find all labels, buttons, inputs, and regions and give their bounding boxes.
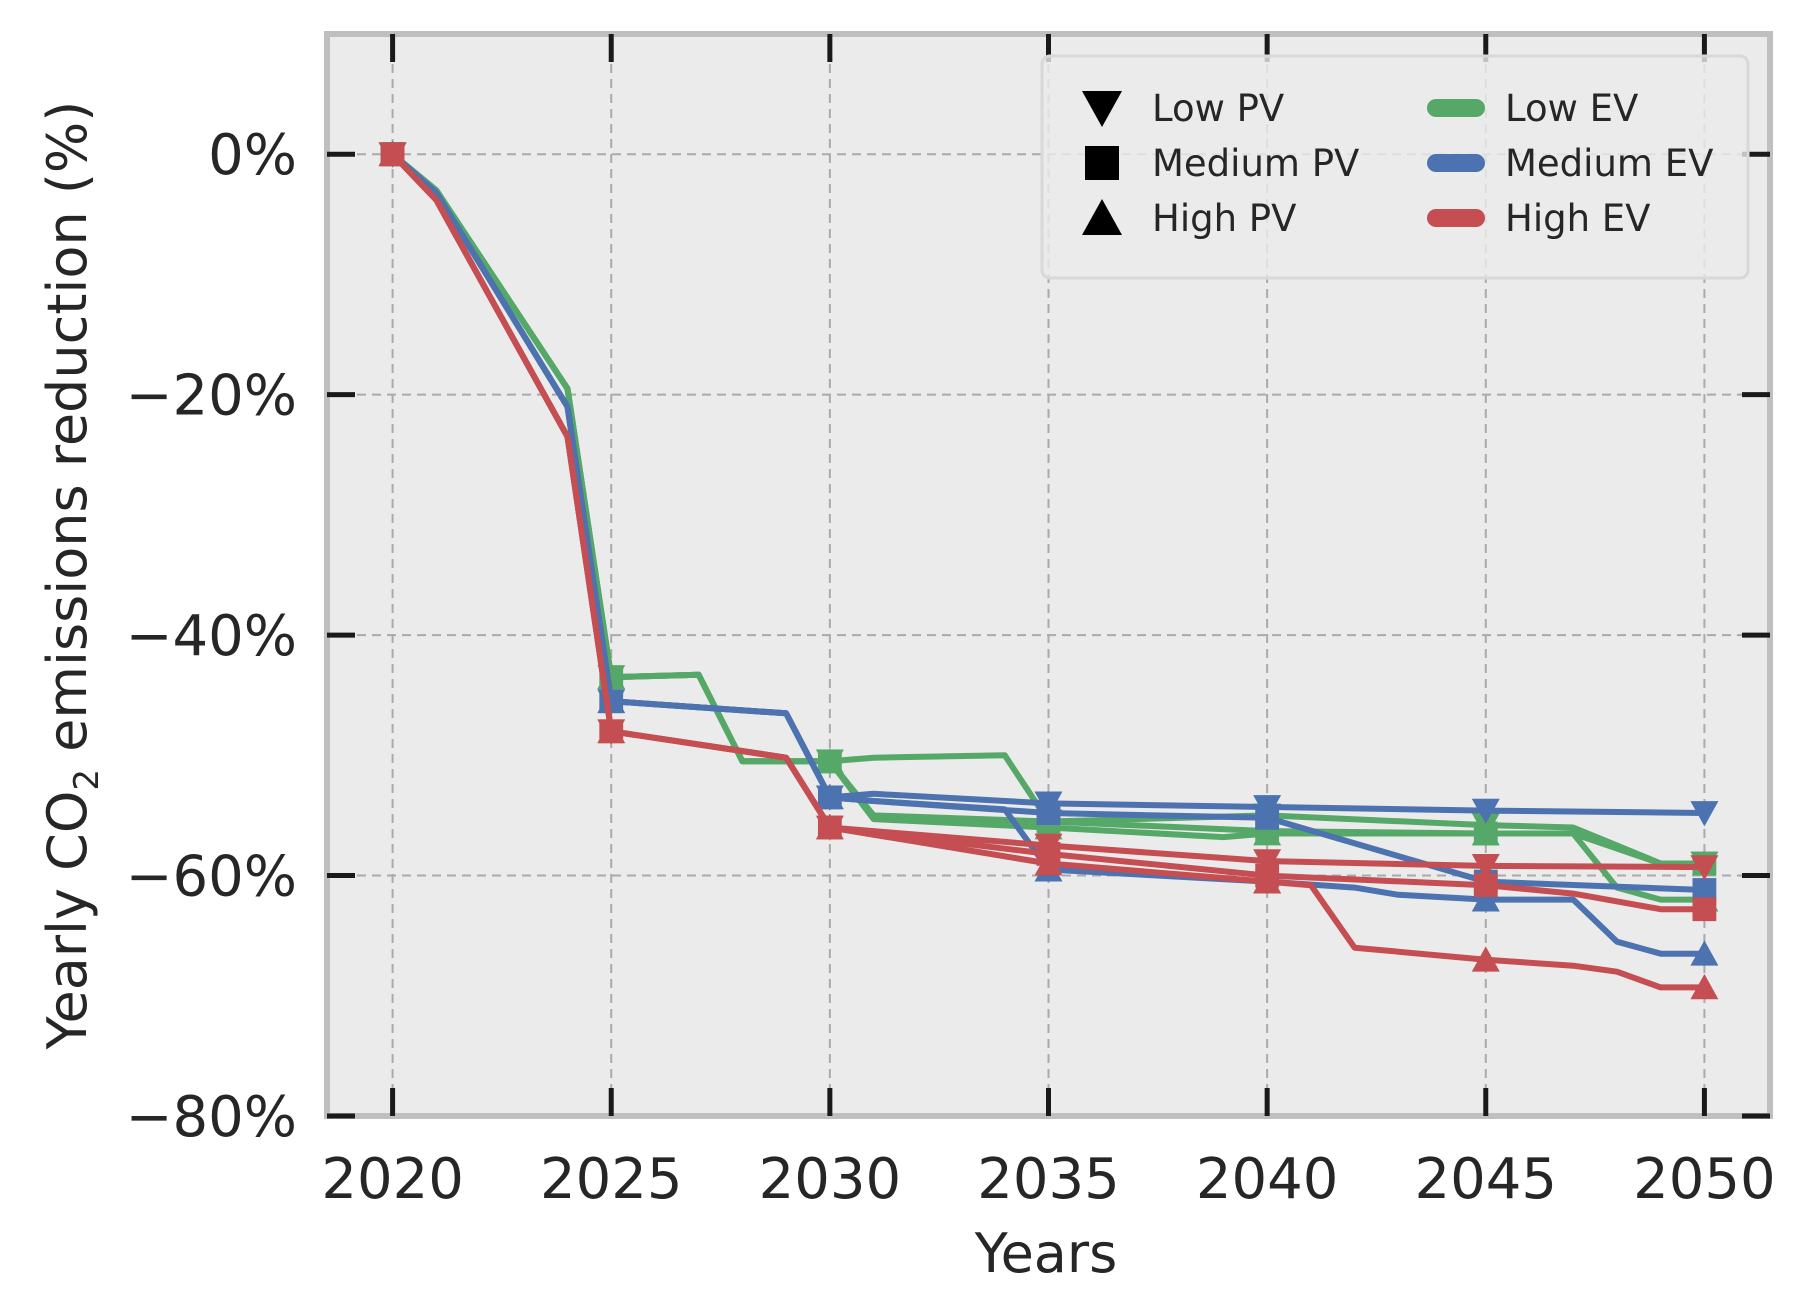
- legend-label: Medium PV: [1152, 142, 1359, 185]
- y-tick-label: −40%: [126, 604, 297, 669]
- legend-item-medium-pv: Medium PV: [1085, 142, 1359, 185]
- marker-triangle-down: [1690, 801, 1719, 827]
- marker-triangle-up: [1471, 886, 1500, 912]
- series-line: [389, 151, 1708, 903]
- y-tick-label: 0%: [208, 123, 297, 188]
- marker-triangle-down: [1690, 855, 1719, 881]
- marker-triangle-up: [1471, 820, 1500, 846]
- marker-triangle-up: [597, 687, 626, 714]
- y-axis-title-rest: emissions reduction (%): [36, 101, 99, 769]
- legend-label: High EV: [1505, 197, 1651, 240]
- legend-label: Low EV: [1505, 87, 1638, 130]
- y-tick-label: −60%: [126, 845, 297, 910]
- y-tick-label: −80%: [126, 1085, 297, 1150]
- x-tick-label: 2040: [1196, 1147, 1339, 1212]
- legend-item-low-pv: Low PV: [1082, 87, 1284, 130]
- marker-triangle-down: [1082, 91, 1122, 127]
- marker-triangle-up: [1253, 820, 1282, 846]
- marker-triangle-up: [1471, 946, 1500, 972]
- marker-triangle-up: [815, 814, 844, 840]
- marker-square: [1473, 873, 1498, 898]
- y-axis-title-subscript: 2: [67, 769, 107, 791]
- series-high-ev-high-pv: [378, 140, 1719, 1000]
- y-tick-label: −20%: [126, 364, 297, 429]
- legend-label: Low PV: [1152, 87, 1284, 130]
- marker-triangle-up: [1034, 850, 1063, 876]
- legend-item-medium-ev: Medium EV: [1427, 142, 1713, 185]
- x-tick-label: 2045: [1415, 1147, 1558, 1212]
- x-tick-label: 2025: [540, 1147, 683, 1212]
- marker-square: [1692, 878, 1717, 902]
- legend-box: [1040, 54, 1750, 280]
- legend: Low PV Medium PV High PV Low EV Medium EV Hig…: [1040, 54, 1750, 280]
- marker-square: [1036, 801, 1061, 825]
- marker-triangle-up: [815, 748, 844, 774]
- marker-triangle-up: [1082, 199, 1122, 235]
- legend-label: High PV: [1152, 197, 1296, 240]
- marker-square: [1085, 146, 1119, 180]
- y-axis-title-main: Yearly CO: [36, 791, 99, 1051]
- x-tick-label: 2035: [977, 1147, 1120, 1212]
- x-tick-label: 2030: [759, 1147, 902, 1212]
- marker-triangle-up: [597, 717, 626, 744]
- marker-square: [1692, 897, 1717, 922]
- x-axis-title: Years: [974, 1222, 1117, 1285]
- y-axis-title: Yearly CO2 emissions reduction (%): [36, 101, 107, 1051]
- marker-triangle-up: [378, 140, 407, 167]
- legend-item-high-ev: High EV: [1427, 197, 1651, 240]
- marker-triangle-up: [815, 784, 844, 810]
- marker-triangle-down: [1471, 854, 1500, 880]
- legend-item-high-pv: High PV: [1082, 197, 1296, 240]
- ticks: 2020 2025 2030 2035 2040 2045 2050 0% −20% −40% −6…: [126, 34, 1776, 1212]
- marker-triangle-up: [1253, 868, 1282, 894]
- marker-triangle-up: [1690, 940, 1719, 966]
- x-tick-label: 2020: [321, 1147, 464, 1212]
- legend-label: Medium EV: [1505, 142, 1713, 185]
- series-layer: [378, 140, 1719, 1000]
- marker-square: [1255, 805, 1280, 830]
- marker-triangle-down: [1471, 798, 1500, 824]
- marker-triangle-down: [1253, 849, 1282, 875]
- marker-triangle-up: [1690, 974, 1719, 1000]
- legend-item-low-ev: Low EV: [1427, 87, 1638, 130]
- marker-triangle-up: [1034, 814, 1063, 840]
- x-tick-label: 2050: [1633, 1147, 1776, 1212]
